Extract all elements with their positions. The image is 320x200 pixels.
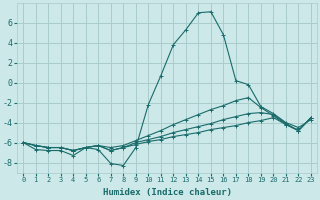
X-axis label: Humidex (Indice chaleur): Humidex (Indice chaleur): [103, 188, 232, 197]
